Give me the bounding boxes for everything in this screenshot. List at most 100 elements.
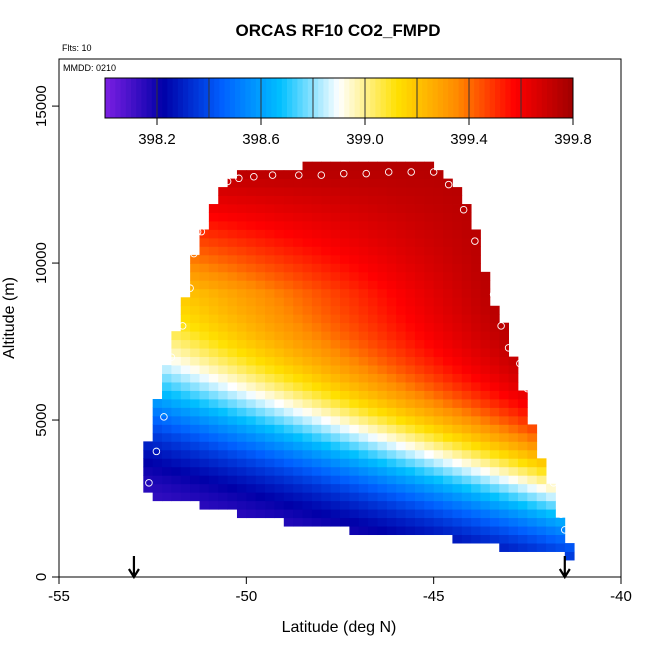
heatmap-cell	[321, 195, 332, 205]
heatmap-cell	[424, 492, 435, 502]
heatmap-cell	[396, 331, 406, 341]
heatmap-cell	[368, 263, 378, 273]
heatmap-cell	[396, 449, 406, 459]
heatmap-cell	[349, 399, 360, 408]
heatmap-cell	[358, 382, 369, 391]
heatmap-cell	[255, 382, 266, 391]
heatmap-cell	[461, 339, 472, 349]
heatmap-cell	[564, 551, 575, 561]
heatmap-cell	[555, 526, 566, 536]
heatmap-cell	[302, 220, 313, 230]
heatmap-cell	[396, 348, 406, 358]
heatmap-cell	[368, 483, 378, 493]
heatmap-cell	[152, 458, 163, 468]
heatmap-cell	[386, 492, 397, 502]
heatmap-cell	[349, 449, 360, 459]
heatmap-cell	[236, 365, 247, 374]
heatmap-cell	[396, 483, 406, 493]
heatmap-cell	[443, 178, 453, 188]
heatmap-cell	[227, 365, 238, 374]
heatmap-cell	[246, 373, 257, 383]
heatmap-cell	[377, 449, 388, 459]
heatmap-cell	[180, 373, 191, 383]
heatmap-cell	[414, 339, 425, 349]
heatmap-cell	[461, 415, 472, 425]
heatmap-cell	[208, 331, 219, 341]
heatmap-cell	[227, 382, 238, 391]
colorbar-segment	[453, 78, 460, 118]
heatmap-cell	[433, 466, 444, 476]
heatmap-cell	[180, 458, 191, 468]
flight-track-point	[190, 249, 198, 258]
heatmap-cell	[508, 534, 519, 544]
colorbar-segment	[297, 78, 304, 118]
heatmap-cell	[443, 373, 453, 383]
heatmap-cell	[274, 280, 285, 290]
colorbar-segment	[266, 78, 272, 118]
heatmap-cell	[414, 161, 425, 171]
heatmap-cell	[424, 161, 435, 171]
heatmap-cell	[330, 466, 341, 476]
heatmap-cell	[199, 263, 210, 273]
colorbar-segment	[313, 78, 319, 118]
heatmap-cell	[265, 229, 275, 239]
heatmap-cell	[265, 382, 275, 391]
heatmap-cell	[236, 458, 247, 468]
heatmap-cell	[171, 399, 182, 408]
heatmap-cell	[499, 390, 509, 400]
heatmap-cell	[265, 254, 275, 264]
heatmap-cell	[162, 492, 172, 502]
heatmap-cell	[274, 466, 285, 476]
heatmap-cell	[405, 178, 416, 188]
heatmap-cell	[227, 187, 238, 196]
heatmap-cell	[246, 212, 257, 222]
heatmap-cell	[171, 382, 182, 391]
heatmap-cell	[499, 517, 509, 527]
heatmap-cell	[405, 415, 416, 425]
heatmap-cell	[471, 432, 481, 442]
heatmap-cell	[199, 449, 210, 459]
heatmap-cell	[199, 314, 210, 324]
heatmap-cell	[265, 263, 275, 273]
heatmap-cell	[180, 339, 191, 349]
heatmap-cell	[199, 466, 210, 476]
heatmap-cell	[396, 314, 406, 324]
colorbar-segment	[177, 78, 184, 118]
heatmap-cell	[283, 399, 294, 408]
endpoint-arrow	[128, 556, 140, 580]
heatmap-cell	[246, 356, 257, 366]
heatmap-cell	[358, 297, 369, 307]
heatmap-cell	[452, 526, 463, 536]
heatmap-cell	[527, 458, 538, 468]
heatmap-cell	[236, 314, 247, 324]
heatmap-cell	[293, 475, 303, 485]
heatmap-cell	[208, 399, 219, 408]
heatmap-cell	[396, 509, 406, 519]
heatmap-cell	[227, 348, 238, 358]
heatmap-cell	[508, 492, 519, 502]
heatmap-cell	[321, 517, 332, 527]
heatmap-cell	[293, 212, 303, 222]
heatmap-cell	[340, 305, 350, 315]
colorbar-segment	[463, 78, 470, 118]
heatmap-cell	[311, 509, 322, 519]
colorbar-segment	[547, 78, 553, 118]
heatmap-cell	[311, 517, 322, 527]
heatmap-cell	[152, 483, 163, 493]
heatmap-cell	[236, 415, 247, 425]
heatmap-cell	[443, 424, 453, 434]
heatmap-cell	[180, 356, 191, 366]
heatmap-cell	[424, 322, 435, 332]
heatmap-cell	[443, 390, 453, 400]
heatmap-cell	[424, 458, 435, 468]
colorbar-segment	[437, 78, 444, 118]
heatmap-cell	[349, 305, 360, 315]
heatmap-cell	[302, 288, 313, 298]
heatmap-cell	[471, 331, 481, 341]
heatmap-cell	[386, 466, 397, 476]
heatmap-cell	[349, 390, 360, 400]
heatmap-cell	[358, 229, 369, 239]
heatmap-cell	[377, 263, 388, 273]
heatmap-cell	[461, 475, 472, 485]
